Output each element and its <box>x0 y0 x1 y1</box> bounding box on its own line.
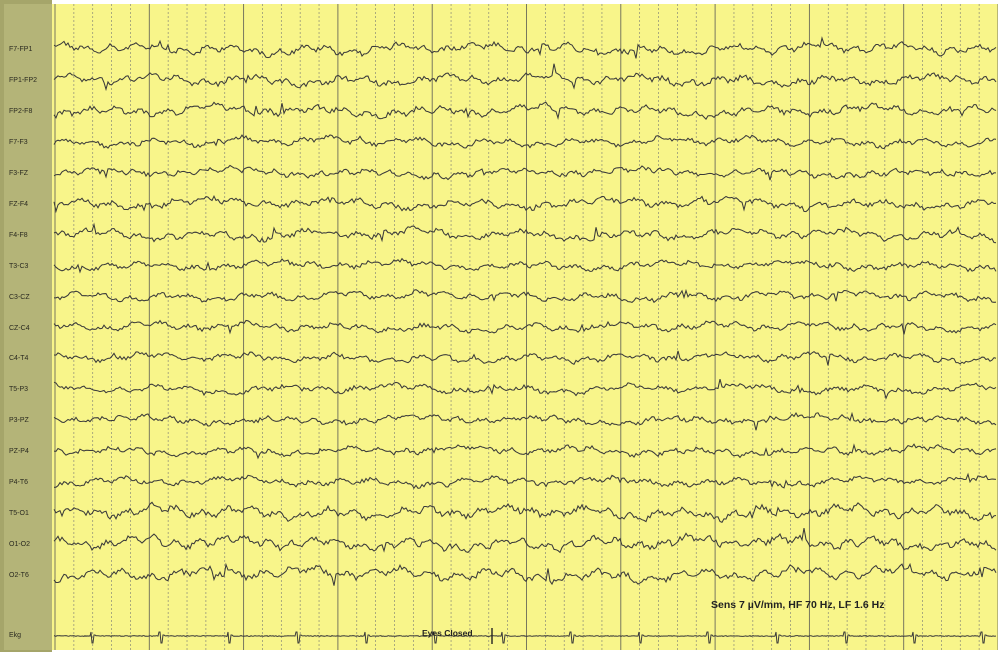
sensitivity-label: Sens 7 µV/mm, HF 70 Hz, LF 1.6 Hz <box>711 599 885 611</box>
eeg-trace <box>53 134 997 150</box>
channel-label: T3-C3 <box>9 263 29 270</box>
channel-label: P4-T6 <box>9 479 29 486</box>
eeg-trace <box>53 472 997 490</box>
channel-label: F7-F3 <box>9 139 28 146</box>
eeg-trace <box>53 101 997 121</box>
eeg-trace <box>53 257 997 274</box>
eeg-trace <box>53 528 997 554</box>
channel-label: T5-O1 <box>9 510 29 517</box>
eeg-trace <box>53 164 997 181</box>
channel-label: FP2-F8 <box>9 108 33 115</box>
eeg-trace-group <box>53 36 997 586</box>
channel-label: F4-F8 <box>9 232 28 239</box>
eeg-traces <box>53 4 998 650</box>
eeg-trace <box>53 501 997 523</box>
channel-label: O2-T6 <box>9 572 29 579</box>
eeg-trace <box>53 378 997 400</box>
channel-label: FZ-F4 <box>9 201 29 208</box>
channel-sidebar <box>0 0 52 652</box>
ekg-label: Ekg <box>9 632 22 639</box>
eeg-trace <box>53 222 997 244</box>
eeg-trace <box>53 411 997 431</box>
eeg-trace <box>53 562 997 586</box>
channel-label: P3-PZ <box>9 417 29 424</box>
channel-label: C4-T4 <box>9 355 29 362</box>
eeg-trace <box>53 36 997 59</box>
channel-label: F7-FP1 <box>9 46 33 53</box>
channel-label-panel <box>4 4 52 650</box>
channel-label: FP1-FP2 <box>9 77 38 84</box>
channel-label: PZ-P4 <box>9 448 29 455</box>
channel-label: C3-CZ <box>9 294 30 301</box>
channel-label: CZ-C4 <box>9 325 30 332</box>
eeg-trace <box>53 194 997 214</box>
eeg-trace <box>53 443 997 460</box>
eeg-trace <box>53 319 997 335</box>
eeg-trace <box>53 288 997 304</box>
event-annotation: Eyes Closed <box>422 628 473 638</box>
ekg-trace <box>53 631 996 644</box>
channel-label: T5-P3 <box>9 386 29 393</box>
eeg-trace <box>53 63 997 92</box>
eeg-trace <box>53 350 997 366</box>
channel-label: O1-O2 <box>9 541 31 548</box>
channel-label: F3-FZ <box>9 170 29 177</box>
